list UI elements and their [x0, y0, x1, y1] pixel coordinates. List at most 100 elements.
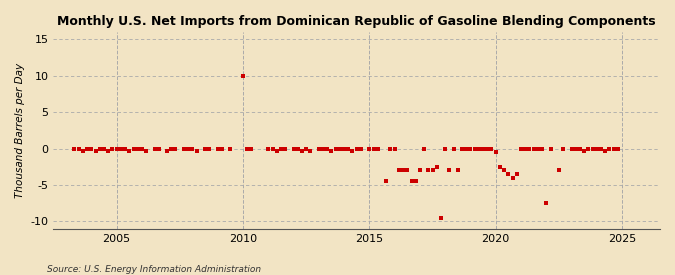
Point [385, 146, 396, 151]
Point [537, 146, 547, 151]
Point [86, 146, 97, 151]
Point [103, 148, 113, 153]
Point [431, 164, 442, 169]
Point [554, 168, 564, 172]
Point [191, 148, 202, 153]
Title: Monthly U.S. Net Imports from Dominican Republic of Gasoline Blending Components: Monthly U.S. Net Imports from Dominican … [57, 15, 656, 28]
Point [608, 146, 619, 151]
Point [427, 168, 438, 172]
Point [99, 146, 109, 151]
Point [381, 179, 392, 183]
Point [499, 168, 510, 172]
Point [373, 146, 383, 151]
Point [558, 146, 568, 151]
Point [520, 146, 531, 151]
Point [288, 146, 299, 151]
Point [74, 146, 84, 151]
Point [418, 146, 429, 151]
Point [448, 146, 459, 151]
Point [440, 146, 451, 151]
Point [107, 146, 117, 151]
Point [275, 146, 286, 151]
Point [507, 175, 518, 180]
Point [301, 146, 312, 151]
Point [495, 164, 506, 169]
Point [524, 146, 535, 151]
Point [326, 148, 337, 153]
Point [313, 146, 324, 151]
Point [541, 201, 551, 205]
Point [398, 168, 408, 172]
Point [612, 146, 623, 151]
Point [124, 148, 134, 153]
Point [587, 146, 598, 151]
Point [423, 168, 433, 172]
Point [305, 148, 316, 153]
Point [187, 146, 198, 151]
Point [570, 146, 581, 151]
Point [183, 146, 194, 151]
Point [95, 146, 105, 151]
Point [461, 146, 472, 151]
Point [132, 146, 143, 151]
Point [389, 146, 400, 151]
Point [369, 146, 379, 151]
Point [533, 146, 543, 151]
Point [364, 146, 375, 151]
Point [566, 146, 577, 151]
Point [545, 146, 556, 151]
Point [149, 146, 160, 151]
Point [242, 146, 252, 151]
Point [356, 146, 367, 151]
Point [574, 146, 585, 151]
Point [166, 146, 177, 151]
Point [511, 172, 522, 176]
Point [271, 148, 282, 153]
Point [414, 168, 425, 172]
Point [115, 146, 126, 151]
Point [246, 146, 256, 151]
Point [322, 146, 333, 151]
Point [473, 146, 484, 151]
Point [225, 146, 236, 151]
Point [119, 146, 130, 151]
Point [90, 148, 101, 153]
Point [529, 146, 539, 151]
Point [111, 146, 122, 151]
Point [402, 168, 412, 172]
Point [394, 168, 404, 172]
Point [200, 146, 211, 151]
Point [578, 148, 589, 153]
Point [318, 146, 329, 151]
Point [153, 146, 164, 151]
Point [128, 146, 139, 151]
Point [82, 146, 92, 151]
Point [334, 146, 345, 151]
Point [330, 146, 341, 151]
Point [204, 146, 215, 151]
Point [136, 146, 147, 151]
Point [238, 73, 248, 78]
Point [343, 146, 354, 151]
Point [267, 146, 278, 151]
Point [591, 146, 602, 151]
Point [465, 146, 476, 151]
Point [435, 216, 446, 220]
Point [351, 146, 362, 151]
Point [162, 148, 173, 153]
Text: Source: U.S. Energy Information Administration: Source: U.S. Energy Information Administ… [47, 265, 261, 274]
Y-axis label: Thousand Barrels per Day: Thousand Barrels per Day [15, 63, 25, 198]
Point [457, 146, 468, 151]
Point [600, 148, 611, 153]
Point [503, 172, 514, 176]
Point [596, 146, 607, 151]
Point [217, 146, 227, 151]
Point [482, 146, 493, 151]
Point [452, 168, 463, 172]
Point [263, 146, 273, 151]
Point [604, 146, 615, 151]
Point [406, 179, 417, 183]
Point [179, 146, 190, 151]
Point [296, 148, 307, 153]
Point [444, 168, 455, 172]
